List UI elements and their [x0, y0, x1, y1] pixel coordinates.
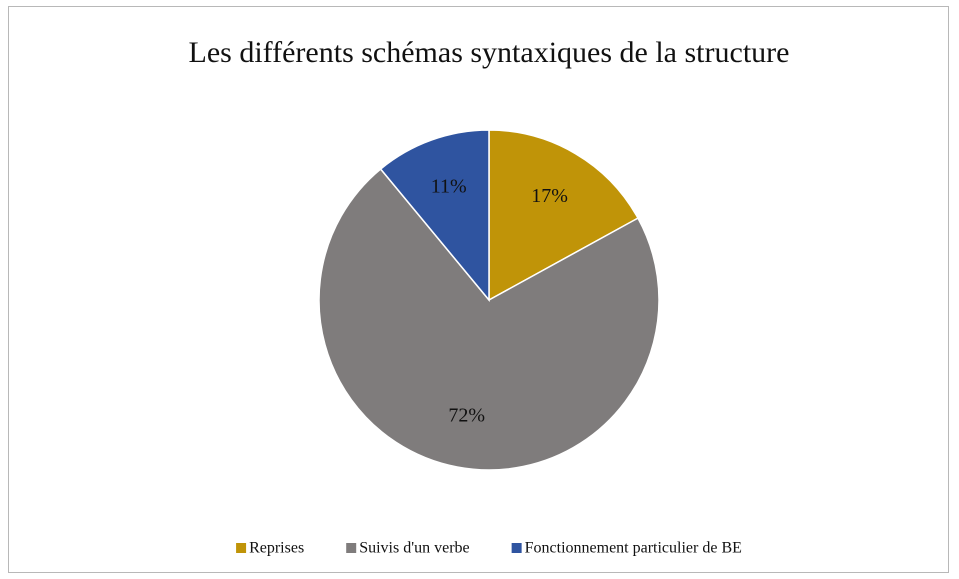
- pie-slice: [379, 129, 490, 303]
- legend-swatch: [236, 543, 247, 553]
- legend-label: Fonctionnement particulier de BE: [525, 540, 742, 557]
- data-label: 17%: [531, 185, 568, 207]
- legend-label: Suivis d'un verbe: [359, 540, 469, 557]
- pie-slice: [318, 167, 660, 471]
- data-label: 72%: [448, 404, 485, 426]
- data-label: 11%: [431, 176, 467, 198]
- chart-title: Les différents schémas syntaxiques de la…: [189, 36, 790, 69]
- legend-swatch: [346, 543, 357, 553]
- pie-slice: [488, 129, 639, 302]
- legend-label: Reprises: [249, 540, 304, 557]
- legend-swatch: [511, 543, 522, 553]
